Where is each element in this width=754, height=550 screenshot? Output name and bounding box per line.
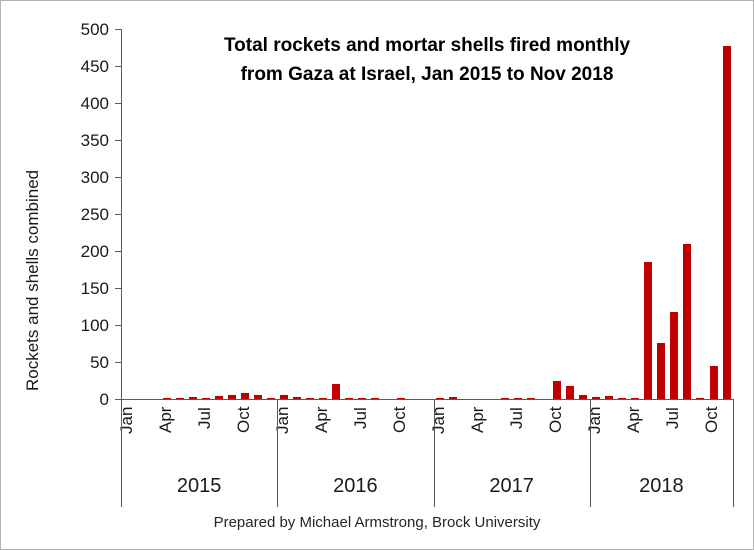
bar: [631, 397, 640, 399]
month-tick-label: Apr: [311, 407, 331, 434]
bar: [292, 396, 301, 399]
year-separator: [121, 399, 122, 507]
y-tick-label: 150: [80, 279, 109, 298]
bar: [214, 396, 223, 399]
month-tick-label: Apr: [468, 407, 488, 434]
bar: [566, 385, 575, 399]
year-separator: [733, 399, 734, 507]
month-tick-label: Jul: [194, 407, 214, 429]
bar: [592, 396, 601, 399]
bar: [253, 394, 262, 399]
y-tick-mark: [115, 140, 121, 141]
y-tick-label: 300: [80, 168, 109, 187]
bar: [397, 397, 405, 399]
chart-title: Total rockets and mortar shells fired mo…: [141, 31, 713, 90]
bar: [227, 395, 236, 399]
y-tick-label: 0: [99, 390, 109, 409]
month-tick-label: Jul: [507, 407, 527, 429]
y-tick-label: 50: [90, 353, 109, 372]
bar: [579, 395, 588, 399]
month-tick-label: Jul: [350, 407, 370, 429]
bar: [279, 394, 288, 399]
chart-title-line1: Total rockets and mortar shells fired mo…: [223, 35, 631, 56]
month-tick-label: Apr: [624, 407, 644, 434]
bar: [709, 365, 718, 399]
y-tick-mark: [115, 362, 121, 363]
y-tick-mark: [115, 29, 121, 30]
bar: [266, 397, 275, 399]
y-tick-label: 500: [80, 20, 109, 39]
bar: [175, 397, 184, 399]
caption: Prepared by Michael Armstrong, Brock Uni…: [213, 514, 541, 531]
bar: [696, 397, 705, 399]
bar: [370, 397, 379, 399]
y-tick-label: 200: [80, 242, 109, 261]
year-label: 2015: [176, 475, 222, 497]
y-tick-mark: [115, 66, 121, 67]
bar: [657, 342, 666, 399]
x-axis-line: [121, 399, 733, 400]
y-tick-mark: [115, 325, 121, 326]
year-label: 2017: [489, 475, 534, 497]
bar: [514, 397, 523, 399]
year-separator: [277, 399, 279, 507]
bar: [501, 397, 510, 399]
y-tick-mark: [115, 399, 121, 400]
year-separator: [433, 399, 435, 507]
y-tick-mark: [115, 103, 121, 104]
year-label: 2016: [333, 475, 378, 497]
bar: [670, 312, 679, 399]
bar: [644, 262, 653, 399]
y-tick-mark: [115, 251, 121, 252]
bar: [357, 397, 366, 399]
year-separator: [589, 399, 591, 507]
month-tick-label: Apr: [155, 407, 175, 434]
month-tick-label: Oct: [546, 407, 566, 434]
y-tick-label: 350: [80, 131, 109, 150]
bar: [201, 397, 210, 399]
month-tick-label: Jul: [663, 407, 683, 429]
bar: [722, 46, 731, 399]
bar: [305, 397, 314, 399]
y-tick-mark: [115, 288, 121, 289]
y-tick-label: 250: [80, 205, 109, 224]
bar: [240, 393, 249, 399]
bar: [188, 396, 197, 399]
year-label: 2018: [639, 475, 684, 497]
y-tick-label: 100: [80, 316, 109, 335]
month-tick-label: Oct: [702, 407, 722, 434]
bar: [318, 397, 327, 399]
y-tick-label: 400: [80, 94, 109, 113]
bar: [344, 397, 353, 399]
y-tick-mark: [115, 177, 121, 178]
bar: [162, 397, 171, 399]
bar: [605, 396, 614, 399]
bar: [683, 243, 692, 399]
y-tick-label: 450: [80, 57, 109, 76]
bar: [331, 383, 340, 399]
month-tick-label: Oct: [389, 407, 409, 434]
bar: [449, 396, 457, 399]
bar: [618, 397, 627, 399]
y-axis-line: [121, 29, 122, 400]
month-tick-label: Oct: [233, 407, 253, 434]
y-tick-mark: [115, 214, 121, 215]
bar: [527, 397, 536, 399]
chart-title-line2: from Gaza at Israel, Jan 2015 to Nov 201…: [240, 64, 614, 86]
bar: [436, 397, 444, 399]
bar: [553, 380, 562, 399]
